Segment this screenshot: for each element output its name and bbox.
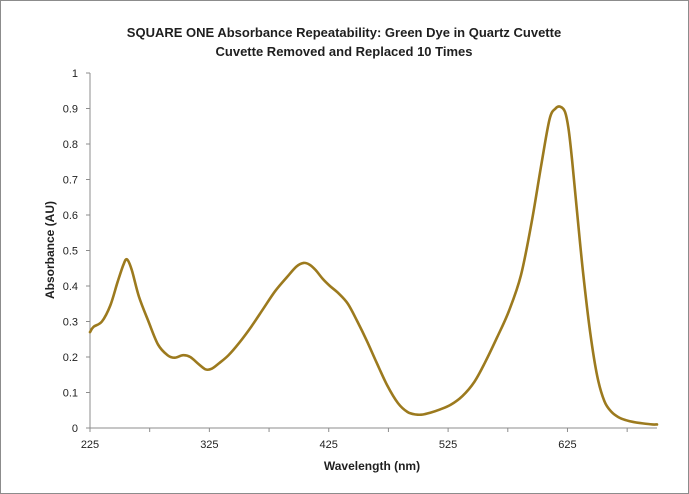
y-tick-label: 0.5 [63,246,78,258]
x-tick-label: 225 [81,439,99,451]
absorbance-series-line [88,105,659,426]
y-tick-label: 0.3 [63,317,78,329]
x-tick-label: 625 [558,439,576,451]
chart-title: SQUARE ONE Absorbance Repeatability: Gre… [127,25,561,40]
y-tick-label: 0 [72,423,78,435]
y-tick-label: 0.6 [63,210,78,222]
y-tick-label: 0.8 [63,139,78,151]
y-tick-label: 1 [72,68,78,80]
series-layer [88,105,659,426]
y-tick-label: 0.4 [63,281,78,293]
x-axis-title: Wavelength (nm) [324,459,420,473]
y-tick-label: 0.1 [63,388,78,400]
y-axis-title: Absorbance (AU) [43,201,57,299]
y-tick-label: 0.2 [63,352,78,364]
y-tick-label: 0.9 [63,104,78,116]
x-tick-label: 425 [320,439,338,451]
y-tick-label: 0.7 [63,175,78,187]
x-tick-label: 525 [439,439,457,451]
x-tick-label: 325 [200,439,218,451]
y-axis-ticks: 0 0.1 0.2 0.3 0.4 0.5 0.6 0.7 0.8 0.9 1 [63,68,90,435]
x-axis-ticks: 225 325 425 525 625 [81,428,628,451]
chart-subtitle: Cuvette Removed and Replaced 10 Times [216,44,473,59]
